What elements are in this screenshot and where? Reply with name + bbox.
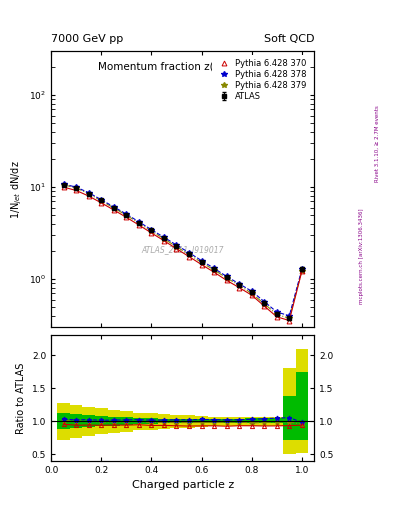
Text: Rivet 3.1.10, ≥ 2.7M events: Rivet 3.1.10, ≥ 2.7M events <box>375 105 380 182</box>
Text: ATLAS_2011_I919017: ATLAS_2011_I919017 <box>141 245 224 254</box>
Pythia 6.428 370 <box>124 214 129 220</box>
Pythia 6.428 370 <box>199 262 204 268</box>
Pythia 6.428 378 <box>99 197 104 203</box>
Text: Momentum fraction z(track jets): Momentum fraction z(track jets) <box>98 62 267 72</box>
Pythia 6.428 370 <box>86 193 91 199</box>
Pythia 6.428 378 <box>162 234 166 240</box>
Y-axis label: 1/N$_{jet}$ dN/dz: 1/N$_{jet}$ dN/dz <box>9 160 24 219</box>
Pythia 6.428 379 <box>224 275 229 281</box>
Pythia 6.428 378 <box>174 242 179 248</box>
Pythia 6.428 378 <box>299 266 304 272</box>
Line: Pythia 6.428 378: Pythia 6.428 378 <box>61 181 305 318</box>
Pythia 6.428 378 <box>212 265 217 271</box>
Pythia 6.428 370 <box>74 187 79 194</box>
Pythia 6.428 370 <box>299 268 304 274</box>
Pythia 6.428 370 <box>174 246 179 252</box>
Pythia 6.428 378 <box>124 211 129 217</box>
Pythia 6.428 370 <box>187 253 191 260</box>
Pythia 6.428 379 <box>299 267 304 273</box>
Pythia 6.428 379 <box>124 212 129 218</box>
Pythia 6.428 378 <box>224 273 229 280</box>
Text: mcplots.cern.ch [arXiv:1306.3436]: mcplots.cern.ch [arXiv:1306.3436] <box>359 208 364 304</box>
Pythia 6.428 370 <box>287 317 292 324</box>
Pythia 6.428 379 <box>149 228 154 234</box>
Line: Pythia 6.428 370: Pythia 6.428 370 <box>61 185 304 323</box>
Pythia 6.428 378 <box>249 288 254 294</box>
Pythia 6.428 370 <box>224 278 229 284</box>
Pythia 6.428 378 <box>287 313 292 319</box>
Pythia 6.428 370 <box>237 285 242 291</box>
Pythia 6.428 379 <box>199 260 204 266</box>
Y-axis label: Ratio to ATLAS: Ratio to ATLAS <box>16 362 26 434</box>
Pythia 6.428 378 <box>74 184 79 190</box>
Pythia 6.428 370 <box>274 314 279 320</box>
Pythia 6.428 370 <box>136 222 141 228</box>
Pythia 6.428 379 <box>237 282 242 288</box>
Pythia 6.428 370 <box>249 292 254 298</box>
Pythia 6.428 378 <box>199 258 204 264</box>
Text: Soft QCD: Soft QCD <box>264 33 314 44</box>
Pythia 6.428 379 <box>162 236 166 242</box>
Pythia 6.428 378 <box>86 189 91 196</box>
Text: 7000 GeV pp: 7000 GeV pp <box>51 33 123 44</box>
X-axis label: Charged particle z: Charged particle z <box>132 480 234 490</box>
Pythia 6.428 379 <box>187 251 191 258</box>
Pythia 6.428 370 <box>162 238 166 244</box>
Pythia 6.428 379 <box>262 301 266 307</box>
Pythia 6.428 379 <box>174 244 179 250</box>
Pythia 6.428 378 <box>262 298 266 305</box>
Pythia 6.428 378 <box>136 219 141 225</box>
Pythia 6.428 378 <box>187 250 191 256</box>
Pythia 6.428 378 <box>112 204 116 210</box>
Pythia 6.428 370 <box>149 230 154 236</box>
Pythia 6.428 379 <box>287 315 292 322</box>
Pythia 6.428 379 <box>136 220 141 226</box>
Pythia 6.428 378 <box>237 281 242 287</box>
Pythia 6.428 379 <box>99 198 104 204</box>
Legend: Pythia 6.428 370, Pythia 6.428 378, Pythia 6.428 379, ATLAS: Pythia 6.428 370, Pythia 6.428 378, Pyth… <box>212 55 310 104</box>
Pythia 6.428 378 <box>149 227 154 233</box>
Pythia 6.428 370 <box>99 200 104 206</box>
Pythia 6.428 379 <box>61 182 66 188</box>
Pythia 6.428 379 <box>74 185 79 191</box>
Pythia 6.428 379 <box>86 190 91 197</box>
Pythia 6.428 378 <box>274 309 279 315</box>
Line: Pythia 6.428 379: Pythia 6.428 379 <box>61 182 305 321</box>
Pythia 6.428 379 <box>249 290 254 296</box>
Pythia 6.428 379 <box>274 311 279 317</box>
Pythia 6.428 378 <box>61 181 66 187</box>
Pythia 6.428 370 <box>112 207 116 213</box>
Pythia 6.428 379 <box>212 267 217 273</box>
Pythia 6.428 370 <box>212 269 217 275</box>
Pythia 6.428 379 <box>112 205 116 211</box>
Pythia 6.428 370 <box>262 303 266 309</box>
Pythia 6.428 370 <box>61 184 66 190</box>
